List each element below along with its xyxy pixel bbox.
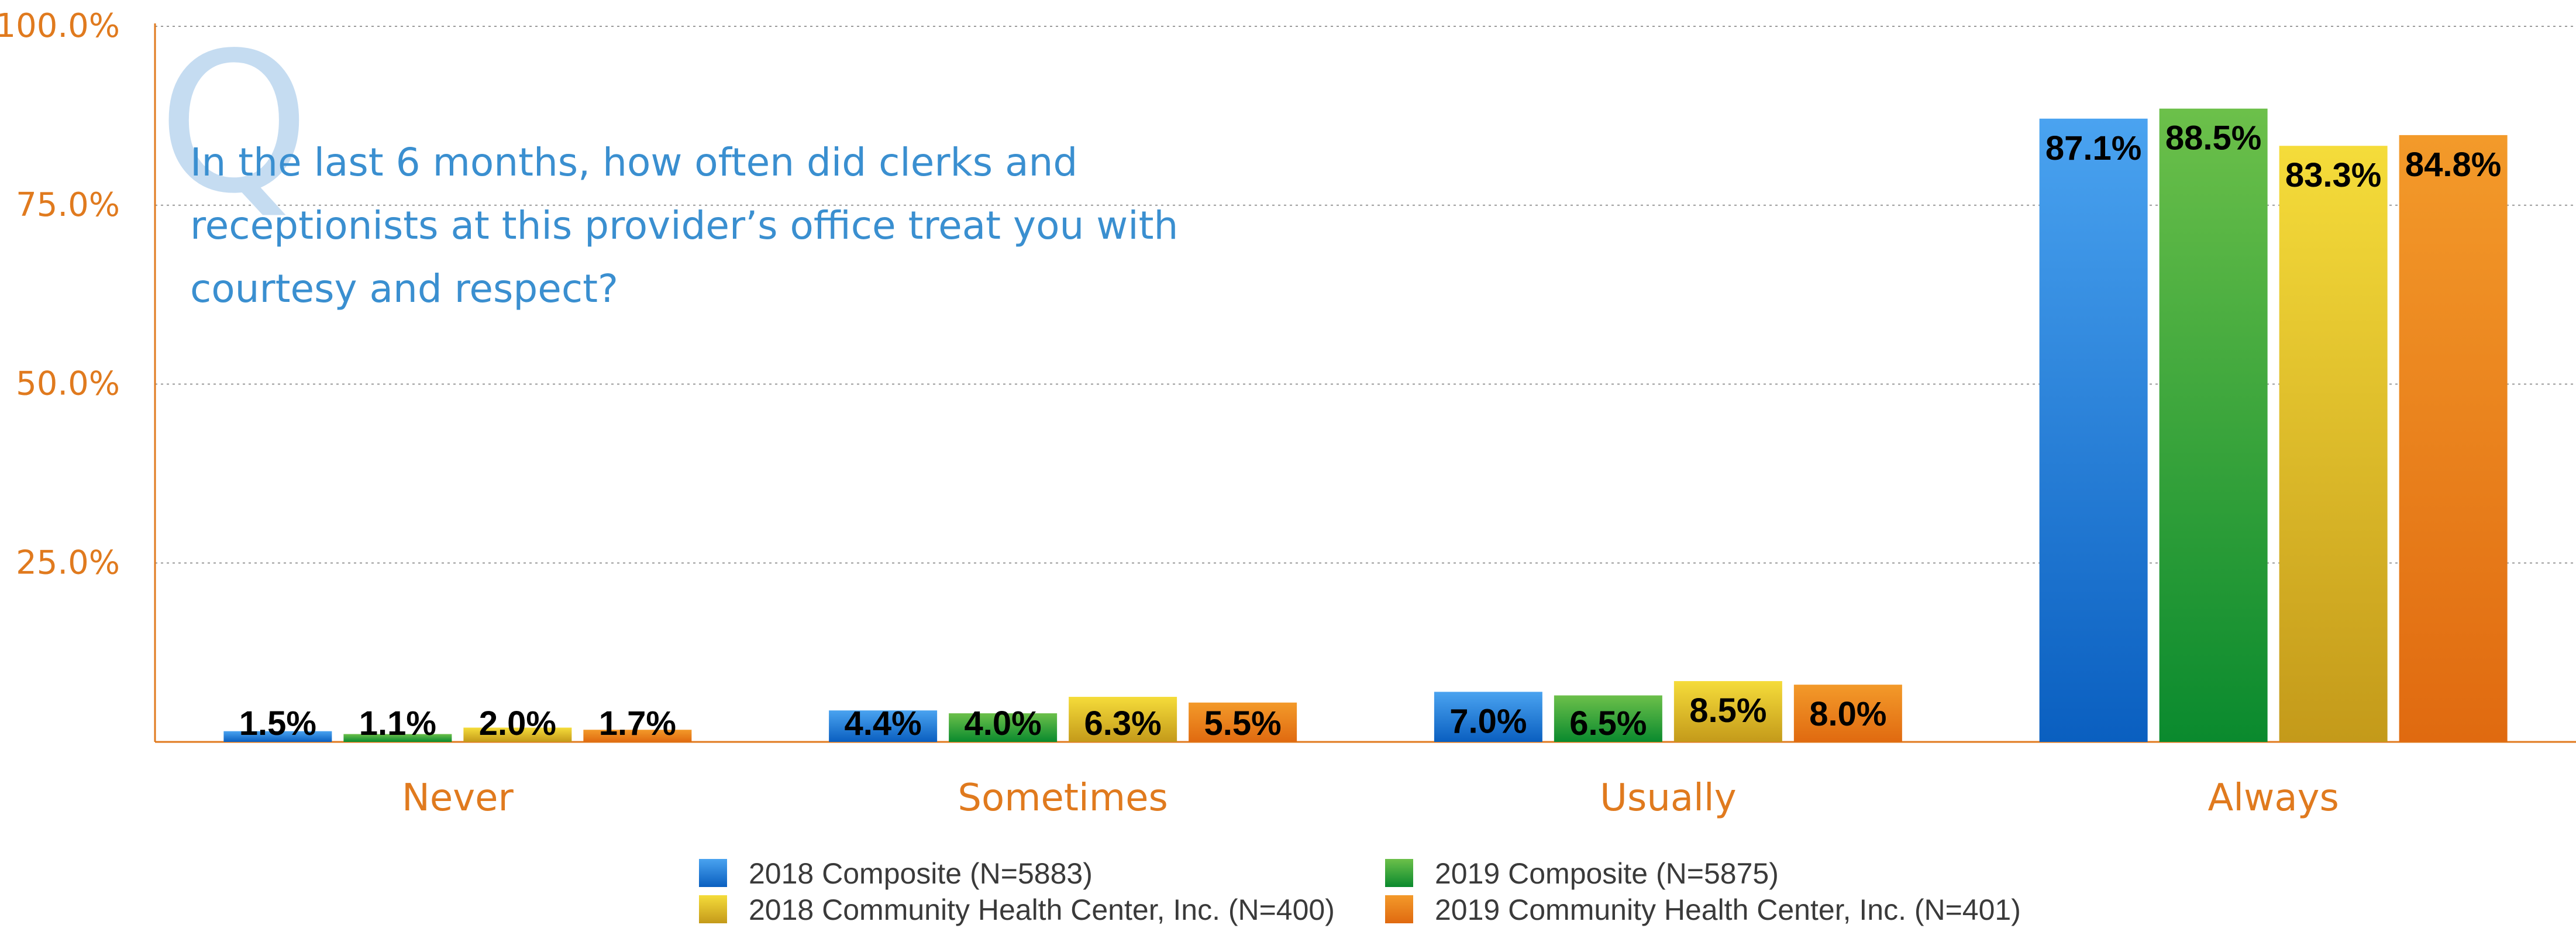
bar: [2159, 108, 2268, 742]
bar: [2279, 146, 2388, 742]
bar: [1673, 681, 1782, 742]
question-block: Q In the last 6 months, how often did cl…: [158, 11, 1178, 311]
data-label: 6.3%: [1084, 704, 1162, 742]
legend-swatch: [1385, 895, 1413, 923]
bar: [2399, 135, 2508, 742]
data-label: 1.1%: [359, 704, 436, 742]
legend: 2018 Composite (N=5883) 2019 Composite (N…: [699, 857, 2021, 926]
bar: [949, 713, 1058, 742]
data-label: 87.1%: [2045, 129, 2141, 167]
data-label: 1.5%: [239, 704, 316, 742]
data-labels: 1.5% 1.1% 2.0% 1.7% 4.4% 4.0% 6.3% 5.5% 7.0% 6.5%…: [239, 119, 2502, 742]
data-label: 4.0%: [965, 704, 1042, 742]
legend-swatch: [699, 859, 727, 887]
data-label: 5.5%: [1204, 704, 1282, 742]
data-label: 88.5%: [2165, 119, 2261, 157]
legend-label: 2018 Composite (N=5883): [749, 857, 1093, 890]
data-label: 83.3%: [2285, 156, 2381, 194]
legend-swatch: [699, 895, 727, 923]
data-label: 6.5%: [1569, 704, 1647, 742]
y-tick-label: 100.0%: [0, 7, 120, 45]
bar: [1189, 702, 1297, 742]
question-mark-icon: Q: [158, 11, 310, 236]
legend-swatch: [1385, 859, 1413, 887]
bar: [583, 730, 692, 742]
bars: [223, 108, 2508, 742]
bar: [1554, 695, 1662, 742]
y-tick-label: 75.0%: [16, 186, 120, 224]
data-label: 8.5%: [1689, 692, 1766, 730]
category-label: Always: [2207, 776, 2339, 820]
bar: [1434, 692, 1542, 742]
y-tick-label: 25.0%: [16, 544, 120, 582]
bar: [829, 710, 938, 742]
data-label: 4.4%: [845, 704, 922, 742]
bar: [343, 734, 452, 742]
bar: [2039, 118, 2148, 742]
question-line-1: In the last 6 months, how often did cler…: [190, 140, 1077, 185]
legend-label: 2019 Composite (N=5875): [1435, 857, 1779, 890]
data-label: 8.0%: [1809, 695, 1886, 733]
bar: [1793, 685, 1902, 742]
data-label: 1.7%: [599, 704, 676, 742]
y-tick-label: 50.0%: [16, 365, 120, 403]
legend-label: 2019 Community Health Center, Inc. (N=40…: [1435, 893, 2021, 926]
question-line-3: courtesy and respect?: [190, 266, 618, 311]
category-label: Sometimes: [958, 776, 1168, 820]
bar: [463, 727, 572, 742]
data-label: 2.0%: [479, 704, 556, 742]
bar: [1069, 696, 1177, 742]
data-label: 84.8%: [2405, 146, 2501, 184]
category-label: Usually: [1600, 776, 1736, 820]
category-label: Never: [402, 776, 514, 820]
x-axis: Never Sometimes Usually Always: [402, 776, 2339, 820]
legend-label: 2018 Community Health Center, Inc. (N=40…: [749, 893, 1335, 926]
bar: [223, 731, 332, 742]
question-line-2: receptionists at this provider’s office …: [190, 203, 1178, 248]
data-label: 7.0%: [1449, 702, 1527, 740]
